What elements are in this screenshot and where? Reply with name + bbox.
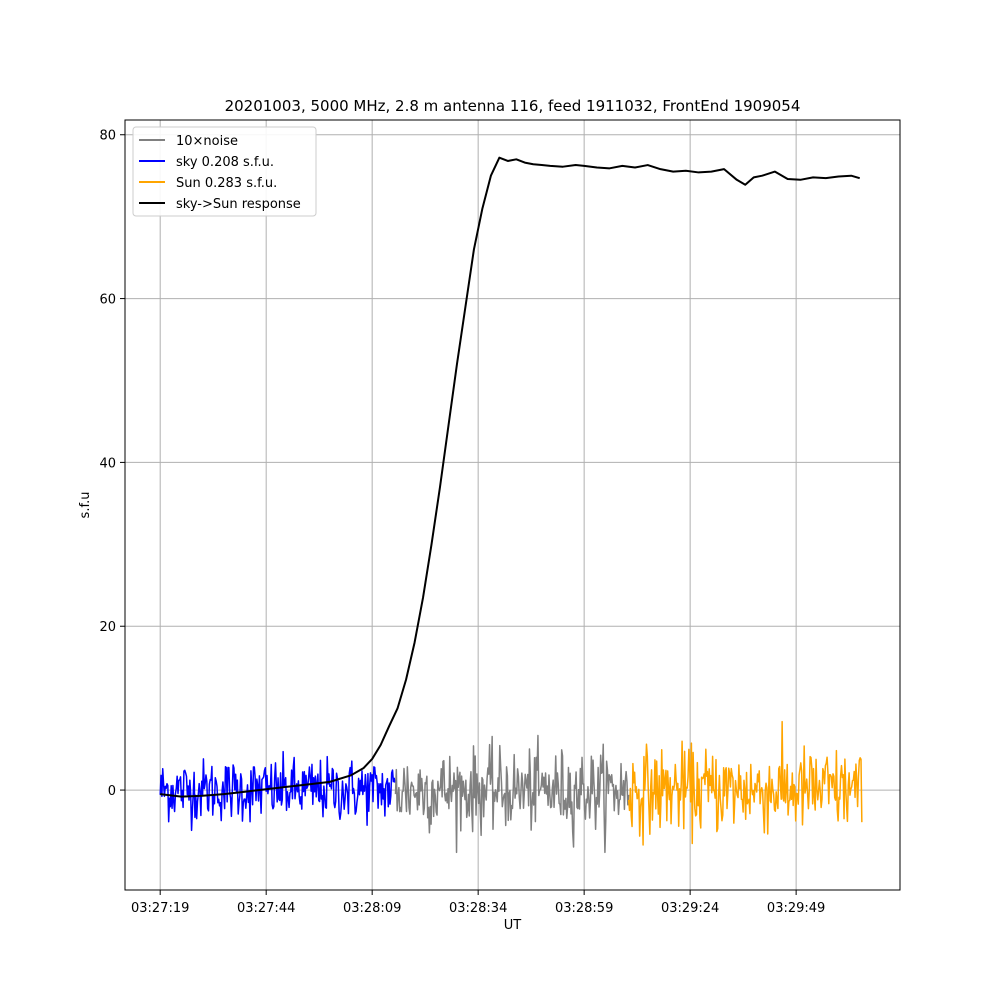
series-line-0 [394, 734, 630, 854]
series-line-2 [627, 720, 863, 846]
legend-box [132, 126, 317, 217]
x-tick-label: 03:27:19 [131, 901, 189, 916]
x-tick-label: 03:29:49 [767, 901, 825, 916]
y-axis-ticks: 0 20 40 60 80 [99, 129, 125, 799]
plot-area [159, 156, 863, 854]
x-tick-label: 03:28:09 [343, 901, 401, 916]
x-tick-label: 03:29:24 [661, 901, 719, 916]
y-tick-label: 80 [99, 129, 116, 144]
x-tick-label: 03:28:34 [449, 901, 507, 916]
legend-entry: Sun 0.283 s.f.u. [176, 176, 277, 191]
series-line-1 [159, 750, 396, 832]
y-axis-label: s.f.u [78, 492, 93, 519]
x-tick-label: 03:28:59 [555, 901, 613, 916]
y-tick-label: 20 [99, 620, 116, 635]
y-tick-label: 60 [99, 293, 116, 308]
legend-entry: 10×noise [176, 134, 238, 149]
legend-entry: sky->Sun response [176, 197, 301, 212]
series-line-3 [160, 156, 860, 798]
plot-frame [124, 119, 901, 891]
legend: 10×noise sky 0.208 s.f.u. Sun 0.283 s.f.u.… [132, 126, 317, 217]
y-tick-label: 0 [108, 784, 116, 799]
x-axis-ticks: 03:27:19 03:27:44 03:28:09 03:28:34 03:28:59… [131, 890, 825, 916]
y-tick-label: 40 [99, 456, 116, 471]
x-axis-label: UT [504, 918, 522, 933]
x-tick-label: 03:27:44 [237, 901, 295, 916]
legend-entry: sky 0.208 s.f.u. [176, 155, 274, 170]
chart-title: 20201003, 5000 MHz, 2.8 m antenna 116, f… [225, 97, 801, 115]
